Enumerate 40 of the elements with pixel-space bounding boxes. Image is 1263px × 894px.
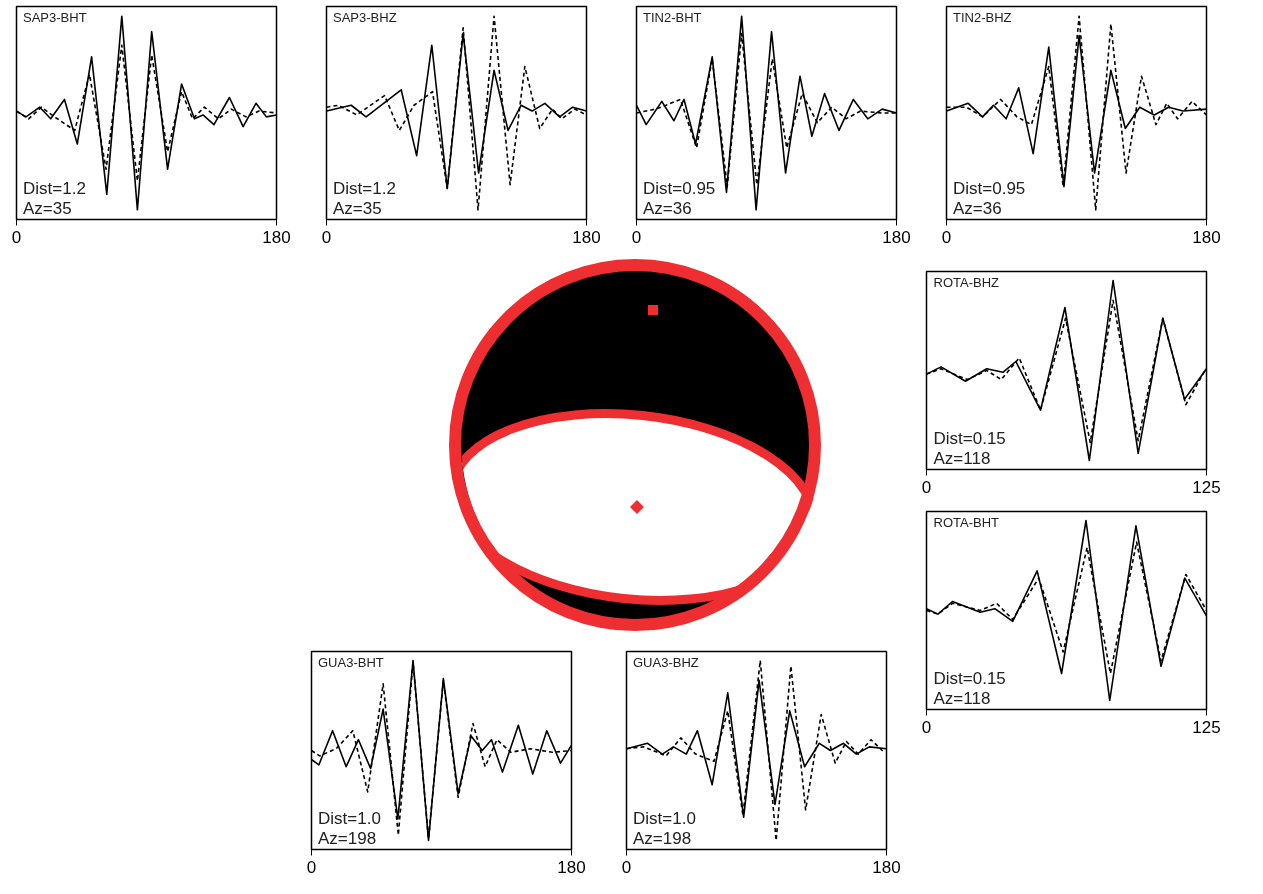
chart-title: ROTA-BHT: [933, 514, 1000, 530]
annotation: Az=118: [933, 688, 991, 708]
annotation: Dist=0.95: [953, 178, 1026, 198]
annotation: Dist=1.2: [333, 178, 396, 198]
annotation: Az=36: [643, 198, 692, 218]
x-tick-label: 180: [882, 227, 911, 247]
chart-title: GUA3-BHZ: [633, 654, 699, 670]
annotation: Az=118: [933, 448, 991, 468]
x-tick-label: 180: [262, 227, 291, 247]
chart-title: TIN2-BHT: [643, 9, 702, 25]
annotation: Az=198: [633, 828, 692, 848]
x-tick-label: 125: [1192, 477, 1221, 497]
annotation: Dist=0.15: [933, 428, 1006, 448]
x-tick-label: 180: [872, 857, 901, 877]
annotation: Az=35: [333, 198, 382, 218]
chart-title: ROTA-BHZ: [933, 274, 1000, 290]
x-tick-label: 0: [11, 227, 22, 247]
x-tick-label: 0: [621, 857, 632, 877]
annotation: Az=36: [953, 198, 1002, 218]
chart-title: GUA3-BHT: [318, 654, 384, 670]
x-tick-label: 0: [306, 857, 317, 877]
annotation: Dist=1.2: [23, 178, 86, 198]
x-tick-label: 0: [321, 227, 332, 247]
annotation: Az=35: [23, 198, 72, 218]
annotation: Dist=0.95: [643, 178, 716, 198]
x-tick-label: 180: [572, 227, 601, 247]
annotation: Dist=1.0: [318, 808, 381, 828]
x-tick-label: 0: [941, 227, 952, 247]
x-tick-label: 125: [1192, 717, 1221, 737]
x-tick-label: 0: [631, 227, 642, 247]
annotation: Dist=1.0: [633, 808, 696, 828]
chart-title: SAP3-BHT: [23, 9, 87, 25]
annotation: Az=198: [318, 828, 377, 848]
x-tick-label: 0: [921, 717, 932, 737]
annotation: Dist=0.15: [933, 668, 1006, 688]
x-tick-label: 0: [921, 477, 932, 497]
x-tick-label: 180: [557, 857, 586, 877]
chart-title: SAP3-BHZ: [333, 9, 397, 25]
x-tick-label: 180: [1192, 227, 1221, 247]
chart-title: TIN2-BHZ: [953, 9, 1012, 25]
